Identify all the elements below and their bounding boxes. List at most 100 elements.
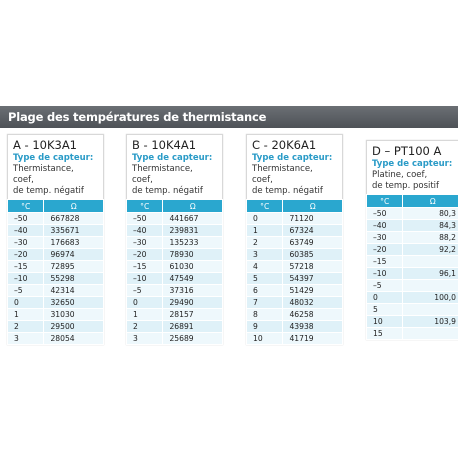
sensor-panel-b: B - 10K4A1 Type de capteur: Thermistance, c… (125, 134, 223, 345)
temperature-cell: –20 (6, 248, 45, 261)
resistance-cell: 43938 (282, 320, 343, 333)
resistance-cell: 55298 (43, 272, 104, 285)
table-row: 2 29500 (6, 320, 104, 333)
column-header-ohm: Ω (162, 199, 223, 213)
table-row: 3 25689 (125, 332, 223, 345)
resistance-cell: 239831 (162, 224, 223, 237)
temperature-cell: 1 (125, 308, 164, 321)
table-row: 3 60385 (245, 248, 343, 261)
resistance-cell: 61030 (162, 260, 223, 273)
table-row: –10 96,1 (365, 267, 458, 280)
table-row: 6 51429 (245, 284, 343, 297)
resistance-cell: 71120 (282, 212, 343, 225)
sensor-type-label: Type de capteur: (132, 153, 213, 163)
temperature-cell: 8 (245, 308, 284, 321)
table-row: –10 47549 (125, 272, 223, 285)
resistance-cell: 51429 (282, 284, 343, 297)
temperature-cell: 9 (245, 320, 284, 333)
temperature-cell: 2 (6, 320, 45, 333)
resistance-cell: 37316 (162, 284, 223, 297)
resistance-cell: 48032 (282, 296, 343, 309)
table-row: 0 71120 (245, 212, 343, 225)
sensor-description-line: coef, (132, 175, 153, 185)
temperature-cell: 1 (6, 308, 45, 321)
temperature-cell: 3 (6, 332, 45, 345)
resistance-cell: 92,2 (402, 243, 458, 256)
resistance-cell: 67324 (282, 224, 343, 237)
temperature-cell: 7 (245, 296, 284, 309)
temperature-cell: –15 (125, 260, 164, 273)
table-row: 4 57218 (245, 260, 343, 273)
resistance-cell: 103,9 (402, 315, 458, 328)
table-row: 8 46258 (245, 308, 343, 321)
column-header-celsius: °C (6, 199, 45, 213)
table-row: 3 28054 (6, 332, 104, 345)
column-header-ohm: Ω (402, 194, 458, 208)
resistance-table: °C Ω –50 80,3 –40 84,3 –30 88,2 –20 92,2 –15 –10 96,… (365, 194, 458, 340)
sensor-header: A - 10K3A1 Type de capteur: Thermistance, c… (7, 134, 104, 199)
resistance-cell (402, 327, 458, 340)
temperature-cell: 2 (125, 320, 164, 333)
temperature-cell: –50 (125, 212, 164, 225)
temperature-cell: 10 (245, 332, 284, 345)
sensor-panel-d: D – PT100 A Type de capteur: Platine, coef… (365, 140, 458, 340)
sensor-type-label: Type de capteur: (13, 153, 94, 163)
resistance-table: °C Ω –50 441667 –40 239831 –30 135233 –20 78930 –1… (125, 199, 223, 345)
table-row: –20 92,2 (365, 243, 458, 256)
temperature-cell: 0 (6, 296, 45, 309)
column-header-celsius: °C (245, 199, 284, 213)
resistance-cell: 29490 (162, 296, 223, 309)
resistance-cell: 29500 (43, 320, 104, 333)
resistance-cell: 60385 (282, 248, 343, 261)
table-row: –30 135233 (125, 236, 223, 249)
resistance-cell (402, 279, 458, 292)
table-row: 10 41719 (245, 332, 343, 345)
table-row: 2 63749 (245, 236, 343, 249)
temperature-cell: –30 (6, 236, 45, 249)
resistance-cell: 441667 (162, 212, 223, 225)
resistance-cell: 47549 (162, 272, 223, 285)
resistance-table: °C Ω –50 667828 –40 335671 –30 176683 –20 96974 –1… (6, 199, 104, 345)
resistance-cell: 28157 (162, 308, 223, 321)
resistance-cell: 42314 (43, 284, 104, 297)
sensor-type-label: Type de capteur: (252, 153, 333, 163)
temperature-cell: –5 (125, 284, 164, 297)
temperature-cell: 10 (365, 315, 404, 328)
temperature-cell: 5 (365, 303, 404, 316)
temperature-cell: 1 (245, 224, 284, 237)
table-row: 7 48032 (245, 296, 343, 309)
sensor-title: B - 10K4A1 (132, 138, 197, 152)
resistance-cell: 26891 (162, 320, 223, 333)
section-title: Plage des températures de thermistance (8, 110, 267, 124)
temperature-cell: –40 (6, 224, 45, 237)
sensor-header: D – PT100 A Type de capteur: Platine, coef… (366, 140, 458, 194)
temperature-cell: –40 (365, 219, 404, 232)
resistance-cell: 41719 (282, 332, 343, 345)
temperature-cell: 2 (245, 236, 284, 249)
temperature-cell: 6 (245, 284, 284, 297)
table-row: –15 61030 (125, 260, 223, 273)
temperature-cell: –50 (365, 207, 404, 220)
column-header-ohm: Ω (282, 199, 343, 213)
sensor-description-line: Thermistance, (132, 164, 193, 174)
resistance-cell: 28054 (43, 332, 104, 345)
temperature-cell: –20 (125, 248, 164, 261)
column-header-celsius: °C (365, 194, 404, 208)
column-header-celsius: °C (125, 199, 164, 213)
sensor-description-line: de temp. négatif (13, 186, 84, 196)
resistance-cell: 80,3 (402, 207, 458, 220)
resistance-cell: 31030 (43, 308, 104, 321)
resistance-cell (402, 303, 458, 316)
resistance-cell: 88,2 (402, 231, 458, 244)
temperature-cell: 3 (245, 248, 284, 261)
resistance-cell: 46258 (282, 308, 343, 321)
table-row: –10 55298 (6, 272, 104, 285)
table-row: –30 88,2 (365, 231, 458, 244)
temperature-cell: –30 (365, 231, 404, 244)
sensor-header: B - 10K4A1 Type de capteur: Thermistance, c… (126, 134, 223, 199)
resistance-cell: 100,0 (402, 291, 458, 304)
sensor-description-line: Thermistance, (13, 164, 74, 174)
resistance-cell: 25689 (162, 332, 223, 345)
table-row: 1 28157 (125, 308, 223, 321)
resistance-cell: 54397 (282, 272, 343, 285)
